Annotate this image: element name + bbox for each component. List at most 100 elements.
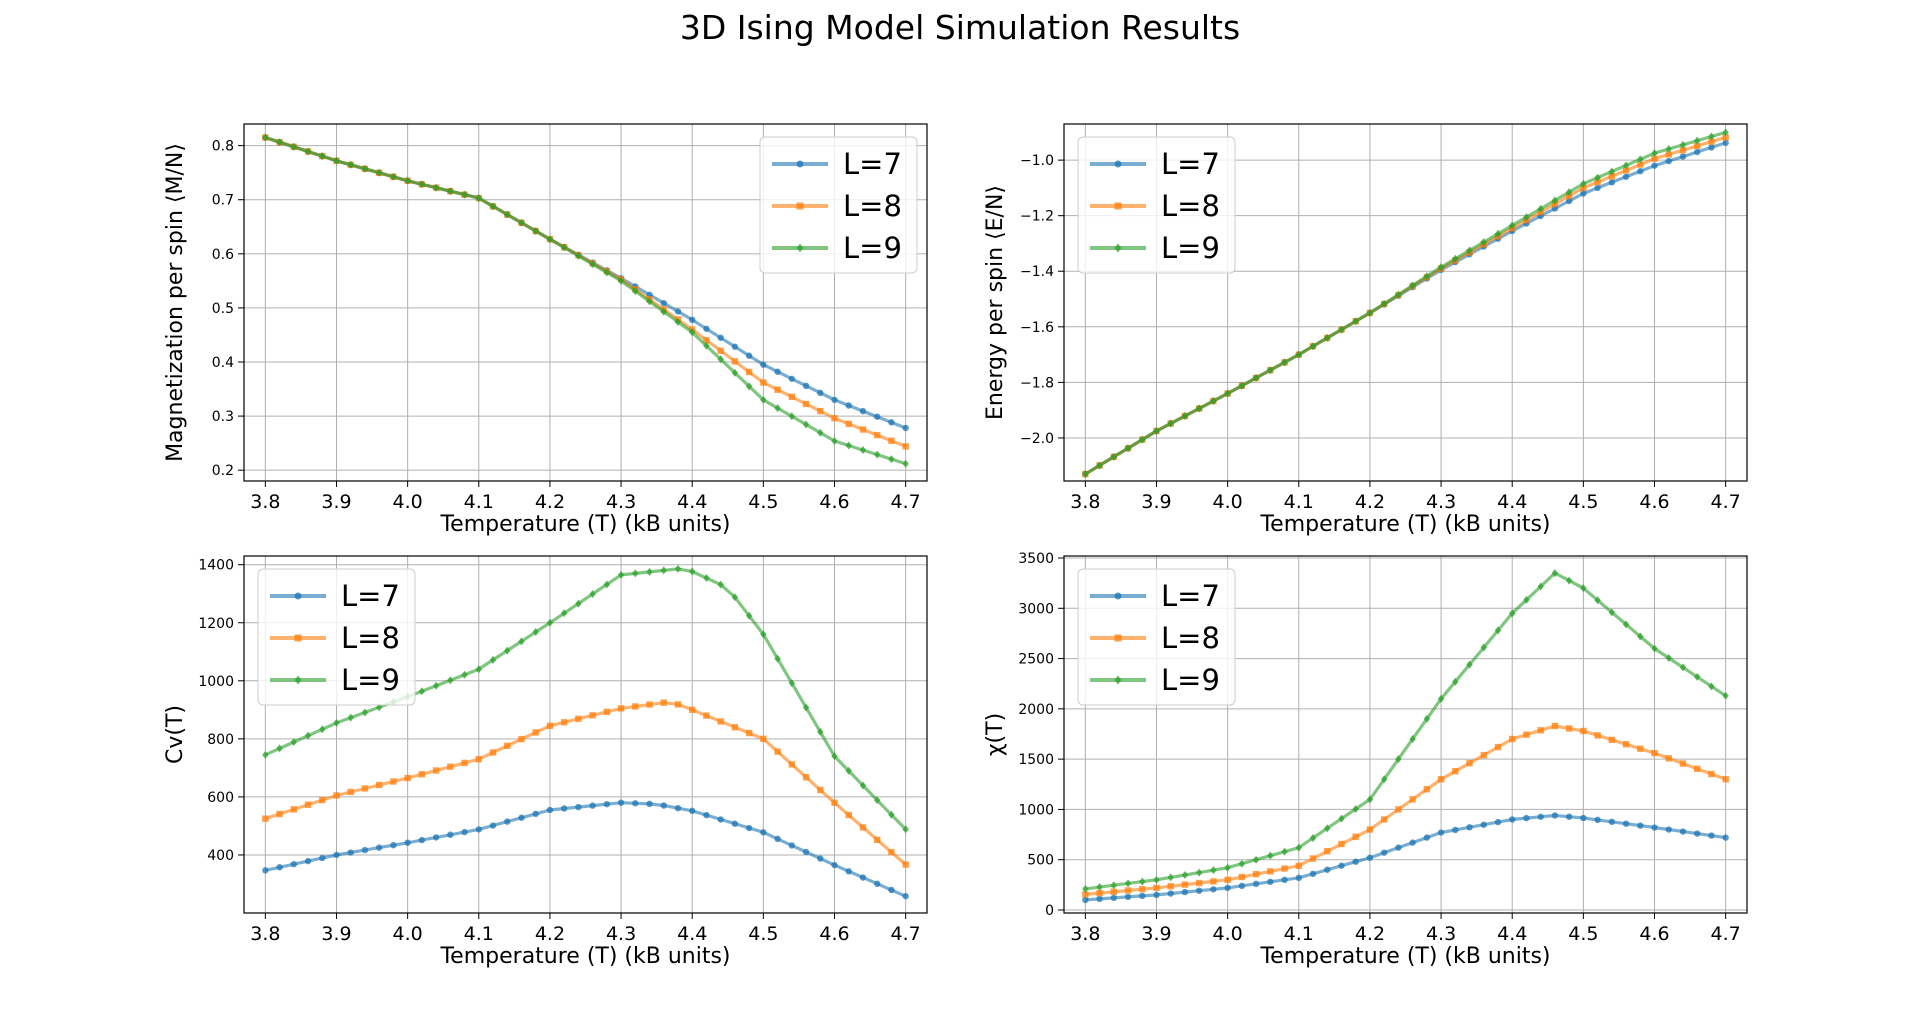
data-point bbox=[1580, 190, 1587, 197]
data-point bbox=[902, 825, 909, 834]
data-point bbox=[432, 183, 440, 192]
data-point bbox=[873, 796, 881, 805]
data-point bbox=[560, 243, 568, 252]
data-point bbox=[1466, 824, 1473, 831]
data-point bbox=[745, 368, 753, 376]
legend-entry: L=8 bbox=[1090, 189, 1220, 223]
data-point bbox=[617, 276, 625, 285]
data-point bbox=[1494, 743, 1502, 751]
data-point bbox=[1352, 317, 1359, 326]
data-point bbox=[1622, 167, 1630, 174]
data-point bbox=[1466, 660, 1473, 669]
data-point bbox=[802, 773, 810, 781]
legend-label: L=8 bbox=[1161, 189, 1220, 223]
data-point bbox=[304, 801, 312, 808]
data-point bbox=[1124, 444, 1132, 453]
data-point bbox=[1082, 891, 1089, 898]
data-point bbox=[447, 676, 454, 685]
data-point bbox=[418, 180, 426, 189]
data-point bbox=[1252, 373, 1260, 382]
data-point bbox=[1195, 868, 1203, 877]
data-point bbox=[845, 868, 852, 875]
data-point bbox=[703, 574, 710, 583]
data-point bbox=[1608, 736, 1616, 744]
data-point bbox=[1494, 818, 1502, 826]
data-point bbox=[432, 767, 440, 774]
data-point bbox=[745, 611, 753, 620]
x-tick-label: 3.9 bbox=[1141, 491, 1171, 513]
y-axis-label: Energy per spin ⟨E/N⟩ bbox=[983, 185, 1008, 420]
data-point bbox=[319, 725, 326, 734]
data-point bbox=[276, 744, 283, 753]
y-tick-label: 800 bbox=[207, 732, 234, 748]
legend-marker bbox=[1114, 202, 1122, 210]
data-point bbox=[1452, 768, 1459, 775]
data-point bbox=[632, 287, 639, 296]
data-point bbox=[347, 713, 354, 722]
data-point bbox=[532, 226, 539, 235]
data-point bbox=[1281, 358, 1288, 367]
data-point bbox=[902, 892, 909, 900]
data-point bbox=[1423, 834, 1431, 841]
data-point bbox=[1224, 863, 1231, 872]
y-tick-label: −1.0 bbox=[1020, 153, 1054, 169]
data-point bbox=[660, 307, 667, 316]
data-point bbox=[788, 679, 796, 688]
plot-frame bbox=[1063, 555, 1748, 914]
data-point bbox=[1437, 776, 1445, 783]
data-point bbox=[817, 855, 824, 862]
data-point bbox=[1139, 877, 1146, 886]
x-tick-label: 4.7 bbox=[891, 923, 921, 945]
series-line bbox=[1085, 724, 1727, 896]
data-point bbox=[390, 841, 397, 849]
data-point bbox=[760, 735, 767, 743]
x-tick-label: 4.5 bbox=[748, 923, 778, 945]
data-point bbox=[1537, 813, 1544, 820]
data-point bbox=[831, 861, 838, 869]
data-point bbox=[1252, 880, 1260, 888]
data-point bbox=[1637, 822, 1644, 829]
data-point bbox=[1210, 878, 1217, 885]
data-point bbox=[1281, 847, 1288, 856]
data-point bbox=[575, 599, 582, 608]
data-point bbox=[461, 759, 468, 767]
data-point bbox=[1082, 884, 1089, 893]
data-point bbox=[774, 835, 781, 843]
data-point bbox=[1181, 411, 1189, 420]
data-point bbox=[774, 368, 781, 375]
data-point bbox=[745, 352, 753, 359]
data-point bbox=[1665, 826, 1672, 833]
data-point bbox=[1181, 881, 1189, 888]
data-point bbox=[1494, 229, 1502, 238]
data-point bbox=[575, 251, 582, 260]
x-tick-label: 4.0 bbox=[393, 923, 423, 945]
data-point bbox=[646, 567, 653, 576]
data-point bbox=[731, 343, 739, 350]
data-point bbox=[802, 703, 810, 712]
y-tick-label: 1000 bbox=[198, 674, 234, 690]
data-point bbox=[1608, 608, 1616, 617]
data-point bbox=[1366, 854, 1374, 861]
x-axis-label: Temperature (T) (kB units) bbox=[1259, 944, 1550, 969]
data-point bbox=[504, 818, 511, 825]
data-point bbox=[646, 297, 653, 306]
data-point bbox=[489, 655, 497, 664]
data-point bbox=[1722, 834, 1729, 841]
data-point bbox=[1708, 132, 1715, 141]
data-point bbox=[1679, 153, 1687, 160]
data-point bbox=[760, 395, 767, 404]
data-point bbox=[774, 748, 781, 755]
energy-chart: 3.8 3.9 4.0 4.1 4.2 4.3 4.4 4.5 4.6 4.7 −2.0 −1.8 −1… bbox=[983, 123, 1748, 537]
legend-entry: L=7 bbox=[1090, 147, 1220, 181]
y-tick-label: 0 bbox=[1045, 903, 1054, 919]
data-point bbox=[1480, 821, 1487, 828]
data-point bbox=[1395, 806, 1402, 813]
data-point bbox=[404, 176, 411, 185]
data-point bbox=[575, 715, 582, 723]
legend-marker bbox=[1114, 160, 1122, 168]
y-tick-label: 1400 bbox=[198, 558, 234, 574]
data-point bbox=[660, 299, 667, 307]
legend-entry: L=9 bbox=[1090, 663, 1220, 697]
x-tick-label: 3.8 bbox=[1070, 491, 1100, 513]
data-point bbox=[1523, 731, 1530, 738]
